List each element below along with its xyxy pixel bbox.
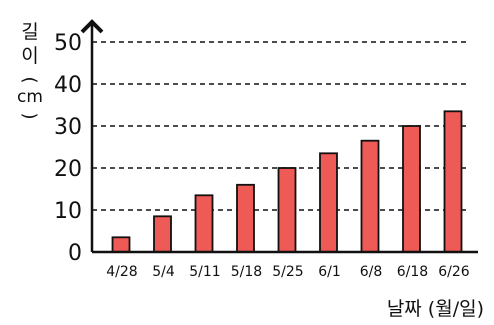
x-tick-label: 6/8 xyxy=(360,264,383,280)
y-axis-label: 길 이 ( cm ) xyxy=(17,21,43,120)
bar-6-26 xyxy=(443,110,463,253)
x-tick-label: 6/1 xyxy=(318,264,341,280)
y-tick-label: 10 xyxy=(54,199,82,224)
y-axis-label-paren-open: ( xyxy=(19,76,40,83)
bar-6-18 xyxy=(402,125,421,253)
x-tick-label: 6/18 xyxy=(397,264,428,280)
y-axis-label-char-2: 이 xyxy=(21,45,38,67)
y-axis-label-paren-close: ) xyxy=(19,112,40,119)
y-tick-labels: 0 10 20 30 40 50 xyxy=(54,31,82,266)
bar-4-28 xyxy=(111,236,131,253)
y-axis-label-char-1: 길 xyxy=(21,21,38,43)
bars xyxy=(111,110,463,253)
y-tick-label: 20 xyxy=(54,157,82,182)
bar-5-4 xyxy=(153,215,172,253)
y-tick-label: 40 xyxy=(54,73,82,98)
x-tick-label: 5/4 xyxy=(152,264,175,280)
x-tick-label: 4/28 xyxy=(106,264,137,280)
bar-6-8 xyxy=(360,139,380,253)
y-tick-label: 0 xyxy=(68,241,82,266)
bar-6-1 xyxy=(319,152,338,253)
x-tick-labels: 4/28 5/4 5/11 5/18 5/25 6/1 6/8 6/18 6/26 xyxy=(106,264,470,280)
x-tick-label: 6/26 xyxy=(438,264,470,280)
x-tick-label: 5/11 xyxy=(189,264,220,280)
y-axis-label-unit: cm xyxy=(17,87,43,107)
y-tick-label: 50 xyxy=(54,31,82,56)
y-tick-label: 30 xyxy=(54,115,82,140)
bar-5-11 xyxy=(194,194,214,253)
x-tick-label: 5/18 xyxy=(231,264,262,280)
x-axis-label: 날짜 (월/일) xyxy=(387,298,484,320)
x-tick-label: 5/25 xyxy=(272,264,303,280)
bar-5-25 xyxy=(277,167,297,253)
bar-5-18 xyxy=(236,183,255,253)
